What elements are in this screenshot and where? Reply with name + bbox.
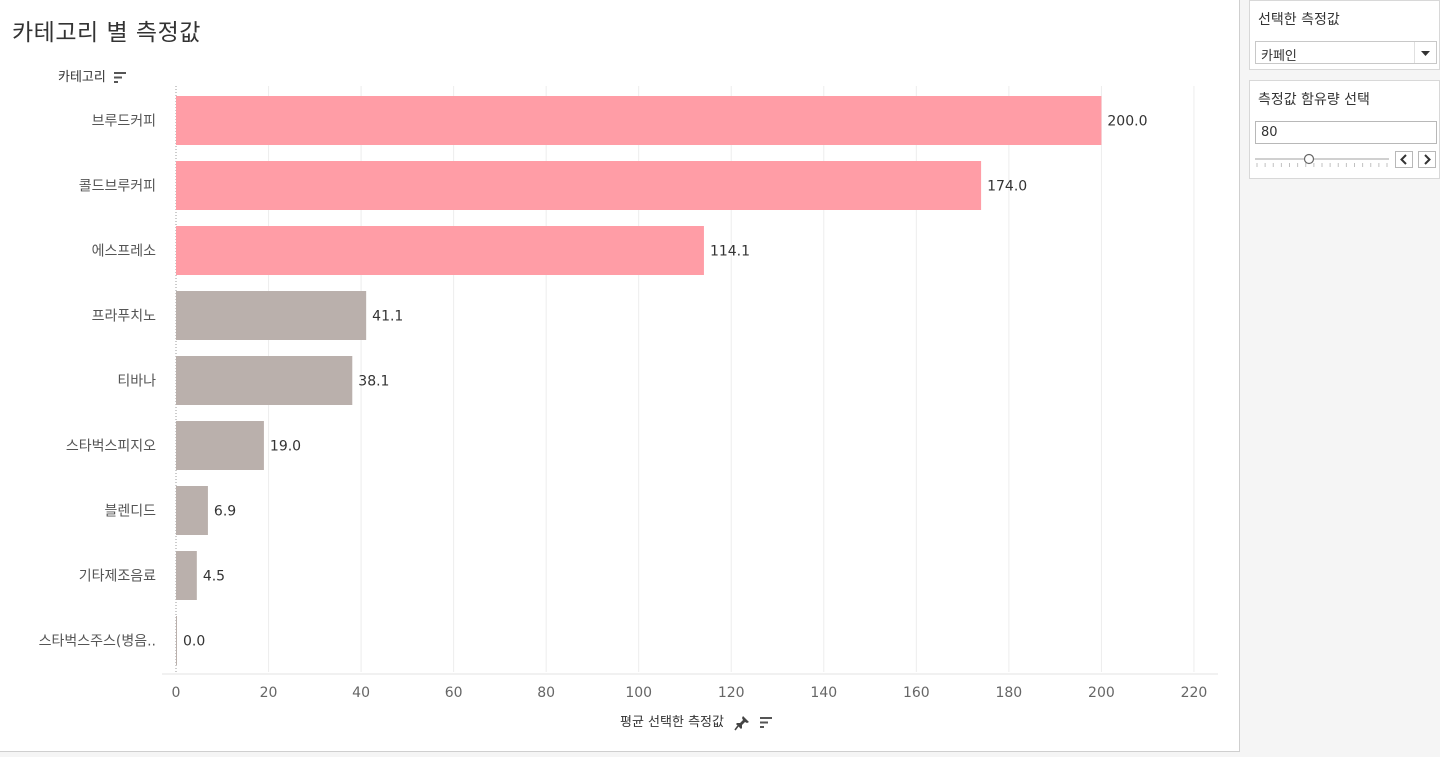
category-label: 스타벅스피지오: [66, 439, 156, 455]
prev-step-button[interactable]: [1395, 151, 1413, 168]
category-label: 프라푸치노: [92, 309, 157, 325]
x-tick-label: 160: [903, 685, 930, 701]
bar: [176, 616, 177, 665]
data-label: 114.1: [710, 244, 750, 260]
amount-title: 측정값 함유량 선택: [1258, 92, 1370, 108]
pin-icon[interactable]: [734, 715, 750, 731]
amount-card: 측정값 함유량 선택 80: [1249, 80, 1440, 179]
x-tick-label: 80: [537, 685, 555, 701]
category-axis-header[interactable]: 카테고리: [58, 66, 126, 85]
bar: [176, 356, 353, 405]
chevron-down-icon[interactable]: [1414, 42, 1436, 63]
x-tick-label: 120: [718, 685, 745, 701]
category-label: 기타제조음료: [79, 569, 156, 585]
amount-slider[interactable]: [1255, 151, 1391, 169]
data-label: 4.5: [203, 569, 225, 585]
chevron-left-icon: [1400, 154, 1407, 165]
x-tick-label: 60: [445, 685, 463, 701]
sort-icon[interactable]: [760, 717, 773, 728]
category-label: 블렌디드: [104, 504, 156, 520]
category-label: 에스프레소: [92, 244, 157, 260]
data-label: 38.1: [358, 374, 389, 390]
bar: [176, 96, 1102, 145]
bar: [176, 291, 367, 340]
category-label: 브루드커피: [92, 114, 156, 130]
x-axis-title[interactable]: 평균 선택한 측정값: [620, 711, 773, 731]
chart-panel: 카테고리 별 측정값 카테고리 브루드커피 200.0 콜드브루커피 174.0 에스프…: [0, 0, 1240, 752]
bar: [176, 226, 704, 275]
x-tick-label: 20: [260, 685, 278, 701]
data-label: 41.1: [372, 309, 403, 325]
measure-dropdown-value: 카페인: [1261, 49, 1297, 64]
x-axis-label: 평균 선택한 측정값: [620, 715, 724, 730]
parameter-sidebar: 선택한 측정값 카페인 측정값 함유량 선택 80: [1241, 0, 1440, 757]
data-label: 0.0: [183, 634, 205, 650]
x-tick-label: 0: [172, 685, 181, 701]
category-axis-label: 카테고리: [58, 70, 106, 85]
data-label: 6.9: [214, 504, 236, 520]
x-tick-label: 140: [810, 685, 837, 701]
x-tick-label: 220: [1181, 685, 1208, 701]
bar: [176, 421, 264, 470]
amount-input[interactable]: 80: [1255, 121, 1437, 144]
category-label: 스타벅스주스(병음..: [39, 634, 156, 650]
next-step-button[interactable]: [1418, 151, 1436, 168]
bar: [176, 161, 982, 210]
data-label: 200.0: [1107, 114, 1147, 130]
measure-dropdown[interactable]: 카페인: [1255, 41, 1437, 64]
bar: [176, 551, 197, 600]
chevron-right-icon: [1424, 154, 1431, 165]
page-title: 카테고리 별 측정값: [12, 20, 201, 46]
measure-card: 선택한 측정값 카페인: [1249, 0, 1440, 70]
x-tick-label: 40: [352, 685, 370, 701]
x-tick-label: 200: [1088, 685, 1115, 701]
measure-title: 선택한 측정값: [1258, 12, 1340, 28]
category-label: 티바나: [117, 374, 156, 390]
sort-icon[interactable]: [113, 72, 126, 83]
amount-input-value: 80: [1261, 125, 1278, 140]
x-tick-label: 100: [625, 685, 652, 701]
data-label: 19.0: [270, 439, 301, 455]
slider-handle: [1303, 153, 1315, 165]
data-label: 174.0: [987, 179, 1027, 195]
category-label: 콜드브루커피: [79, 179, 156, 195]
x-tick-label: 180: [995, 685, 1022, 701]
bar: [176, 486, 208, 535]
